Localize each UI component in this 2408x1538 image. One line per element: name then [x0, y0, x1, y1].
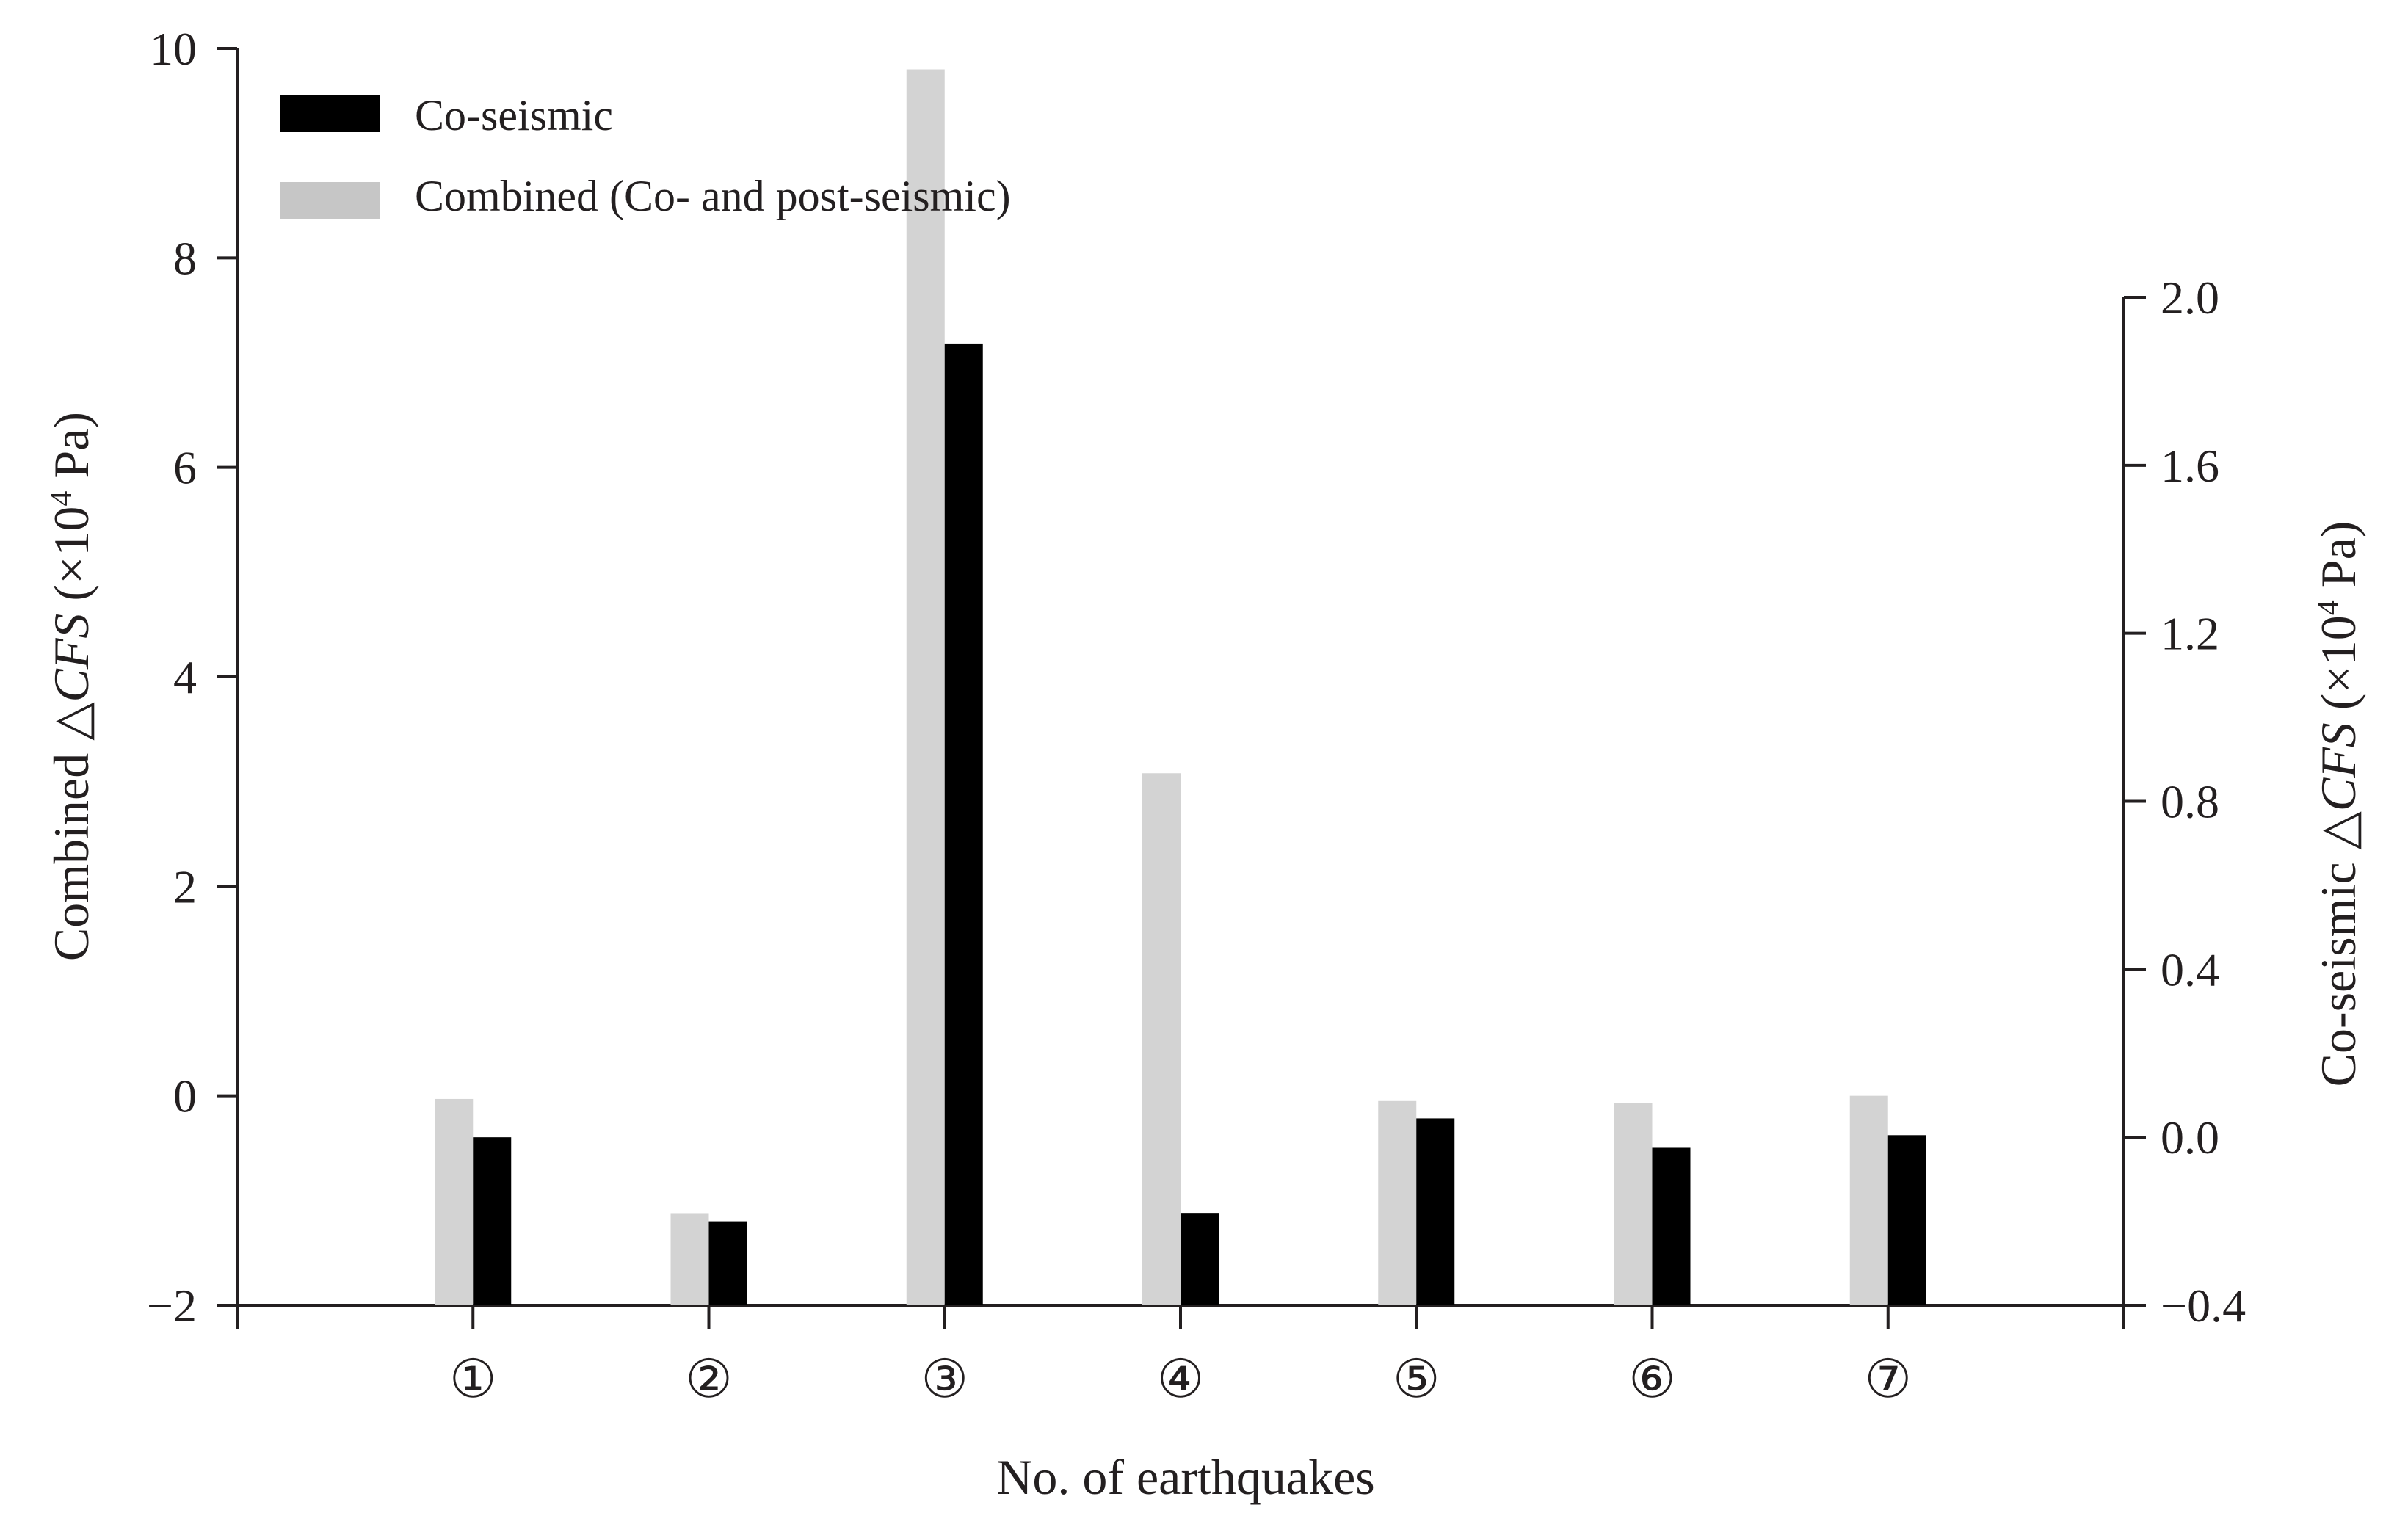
x-tick-label: ⑥: [1628, 1350, 1676, 1409]
x-tick-label: ⑤: [1393, 1350, 1440, 1409]
bar-combined: [1142, 773, 1181, 1305]
y-right-tick-label: 2.0: [2161, 272, 2219, 324]
bar-co-seismic: [1887, 1135, 1926, 1305]
bar-combined: [435, 1098, 474, 1305]
legend-label-co-seismic: Co-seismic: [415, 91, 613, 139]
y-right-tick-label: 0.8: [2161, 776, 2219, 828]
bar-combined: [906, 69, 945, 1306]
y-right-tick-label: 1.6: [2161, 440, 2219, 492]
x-axis-title: No. of earthquakes: [996, 1449, 1374, 1505]
y-axis-left-title-italic: CFS: [43, 614, 99, 703]
y-left-tick-label: 0: [173, 1070, 197, 1122]
y-left-tick-label: 8: [173, 232, 197, 284]
bar-combined: [670, 1213, 709, 1305]
y-right-tick-label: 0.4: [2161, 943, 2219, 995]
x-tick-label: ②: [685, 1350, 733, 1409]
y-left-tick-label: 6: [173, 442, 197, 494]
bar-combined: [1849, 1095, 1888, 1305]
x-tick-label: ①: [449, 1350, 497, 1409]
x-tick-label: ③: [921, 1350, 968, 1409]
y-left-tick-label: 4: [173, 651, 197, 703]
y-axis-left-title: Combined △CFS (×104 Pa): [43, 412, 99, 961]
legend-label-combined: Combined (Co- and post-seismic): [415, 172, 1011, 220]
legend-swatch-co-seismic: [280, 95, 380, 132]
y-left-tick-label: 2: [173, 860, 197, 913]
y-right-tick-label: 1.2: [2161, 608, 2219, 660]
bar-combined: [1378, 1100, 1417, 1305]
category-labels: ① ② ③ ④ ⑤ ⑥ ⑦: [449, 1350, 1912, 1409]
y-axis-right-title-unit-close: Pa): [2310, 521, 2366, 601]
bar-co-seismic: [473, 1137, 512, 1305]
y-right-tick-label: −0.4: [2161, 1280, 2246, 1332]
y-axis-left-title-unit-exp: 4: [45, 491, 79, 507]
bar-co-seismic: [1181, 1213, 1219, 1305]
y-axis-left-title-unit-close: Pa): [43, 412, 99, 491]
bar-co-seismic: [708, 1221, 747, 1305]
bar-combined: [1614, 1103, 1653, 1305]
legend: Co-seismic Combined (Co- and post-seismi…: [280, 91, 1011, 220]
y-axis-left-title-unit-open: (×10: [43, 507, 99, 614]
legend-swatch-combined: [280, 182, 380, 219]
y-right-tick-label: 0.0: [2161, 1111, 2219, 1164]
bar-co-seismic: [944, 343, 983, 1305]
y-axis-right-title-prefix: Co-seismic △: [2310, 810, 2366, 1087]
tick-labels: −2 0 2 4 6 8 10 −0.4 0.0 0.4 0.8 1.2 1.6 2.0: [147, 23, 2246, 1332]
bar-co-seismic: [1416, 1118, 1455, 1305]
y-axis-right-title: Co-seismic △CFS (×104 Pa): [2310, 521, 2366, 1087]
y-axis-left-title-prefix: Combined △: [43, 702, 99, 961]
y-left-tick-label: −2: [147, 1280, 197, 1332]
x-tick-label: ⑦: [1864, 1350, 1912, 1409]
y-left-tick-label: 10: [150, 23, 197, 75]
bars: [435, 69, 1926, 1306]
x-tick-label: ④: [1157, 1350, 1205, 1409]
y-axis-right-title-italic: CFS: [2310, 722, 2366, 811]
bar-co-seismic: [1652, 1147, 1691, 1305]
y-axis-right-title-unit-open: (×10: [2310, 615, 2366, 722]
y-axis-right-title-unit-exp: 4: [2312, 600, 2346, 615]
